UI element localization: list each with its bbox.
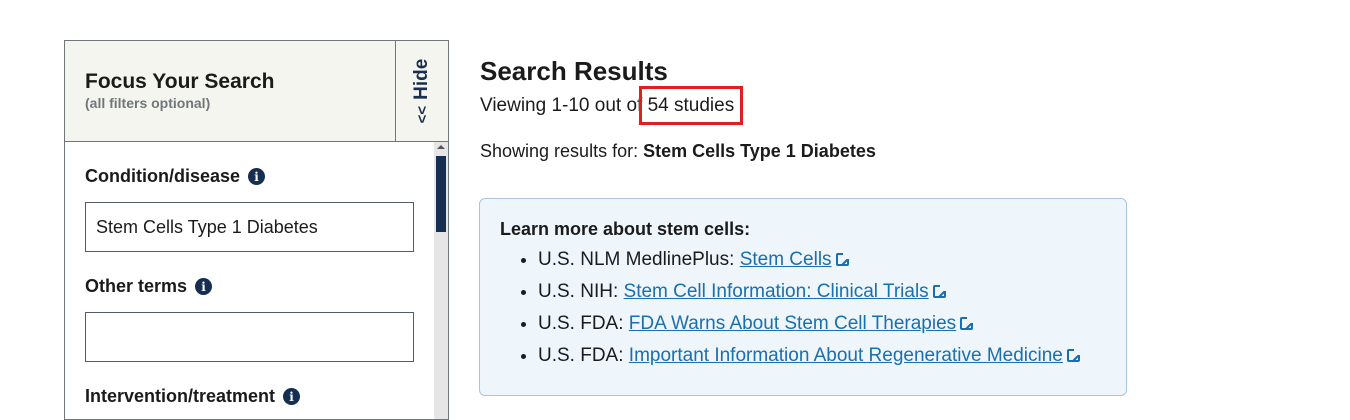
source: U.S. NLM MedlinePlus:: [538, 249, 740, 270]
chevron-double-left-icon: <<: [413, 105, 431, 124]
learn-more-box: Learn more about stem cells: U.S. NLM Me…: [479, 198, 1127, 396]
info-icon[interactable]: i: [283, 388, 301, 405]
external-link-icon: [960, 317, 974, 330]
external-link-icon: [835, 253, 849, 266]
sidebar-subtitle: (all filters optional): [85, 95, 211, 111]
intervention-label: Intervention/treatment i: [85, 386, 414, 407]
scroll-up-icon[interactable]: [437, 145, 445, 149]
stem-cells-link[interactable]: Stem Cells: [739, 249, 832, 270]
scrollbar-thumb[interactable]: [436, 156, 446, 232]
stem-cell-info-link[interactable]: Stem Cell Information: Clinical Trials: [623, 281, 929, 302]
list-item: U.S. NLM MedlinePlus: Stem Cells: [538, 246, 1106, 278]
list-item: U.S. FDA: Important Information About Re…: [538, 342, 1106, 374]
label-text: Intervention/treatment: [85, 386, 276, 406]
source: U.S. FDA:: [538, 313, 629, 334]
sidebar-header: Focus Your Search (all filters optional)…: [65, 41, 448, 142]
label-text: Other terms: [85, 276, 188, 296]
hide-sidebar-button[interactable]: << Hide: [395, 41, 448, 141]
learn-more-title: Learn more about stem cells:: [500, 219, 751, 239]
other-terms-input[interactable]: [85, 312, 414, 362]
showing-label: Showing results for:: [480, 141, 644, 161]
query-text: Stem Cells Type 1 Diabetes: [643, 141, 876, 161]
sidebar-body: Condition/disease i Other terms i Interven…: [65, 142, 434, 419]
info-icon[interactable]: i: [248, 168, 266, 185]
count-prefix: Viewing 1-10 out of: [480, 95, 648, 116]
fda-warns-link[interactable]: FDA Warns About Stem Cell Therapies: [628, 313, 957, 334]
info-icon[interactable]: i: [195, 278, 213, 295]
condition-input[interactable]: [85, 202, 414, 252]
hide-label: Hide: [411, 58, 432, 100]
condition-label: Condition/disease i: [85, 166, 414, 187]
showing-results: Showing results for: Stem Cells Type 1 D…: [480, 141, 876, 162]
sidebar-scrollbar[interactable]: [434, 142, 448, 419]
source: U.S. NIH:: [538, 281, 624, 302]
results-title: Search Results: [480, 56, 668, 86]
study-count-highlight: 54 studies: [638, 86, 744, 125]
filter-sidebar: Focus Your Search (all filters optional)…: [64, 40, 449, 420]
label-text: Condition/disease: [85, 166, 241, 186]
search-results: Search Results Viewing 1-10 out of 54 st…: [480, 56, 876, 162]
other-terms-label: Other terms i: [85, 276, 414, 297]
sidebar-title: Focus Your Search: [85, 70, 275, 93]
list-item: U.S. NIH: Stem Cell Information: Clinica…: [538, 278, 1106, 310]
external-link-icon: [932, 285, 946, 298]
source: U.S. FDA:: [538, 345, 629, 366]
regenerative-medicine-link[interactable]: Important Information About Regenerative…: [628, 345, 1063, 366]
results-count: Viewing 1-10 out of 54 studies: [480, 86, 876, 125]
list-item: U.S. FDA: FDA Warns About Stem Cell Ther…: [538, 310, 1106, 342]
external-link-icon: [1066, 349, 1080, 362]
